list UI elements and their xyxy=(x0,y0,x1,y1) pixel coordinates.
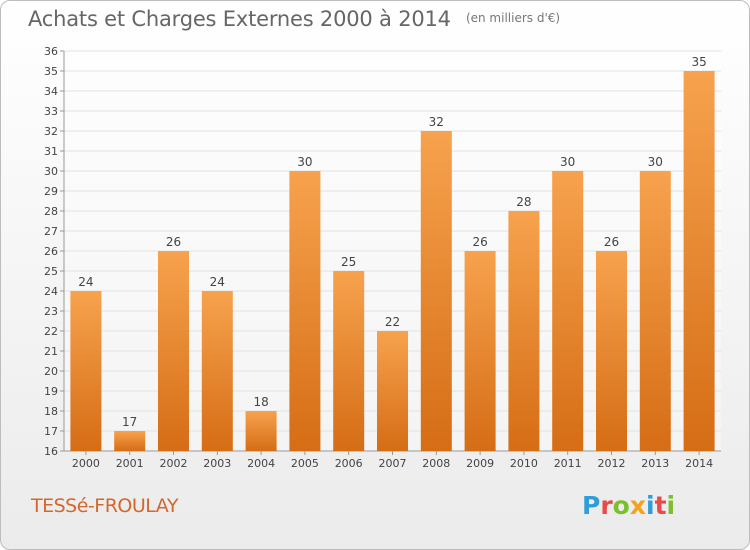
y-tick-label: 28 xyxy=(44,205,58,218)
bar xyxy=(552,171,584,451)
y-tick-label: 36 xyxy=(44,45,58,58)
bar-value-label: 26 xyxy=(604,235,619,249)
bar xyxy=(420,131,452,451)
x-tick-label: 2007 xyxy=(379,457,407,470)
bar xyxy=(70,291,102,451)
x-tick-label: 2014 xyxy=(685,457,713,470)
y-tick-label: 33 xyxy=(44,105,58,118)
x-tick-label: 2013 xyxy=(641,457,669,470)
x-tick-label: 2008 xyxy=(422,457,450,470)
x-tick-label: 2004 xyxy=(247,457,275,470)
y-tick-label: 35 xyxy=(44,65,58,78)
logo-letter: i xyxy=(666,491,676,520)
y-tick-label: 18 xyxy=(44,405,58,418)
y-tick-label: 17 xyxy=(44,425,58,438)
y-tick-label: 27 xyxy=(44,225,58,238)
y-tick-label: 34 xyxy=(44,85,58,98)
x-tick-label: 2011 xyxy=(554,457,582,470)
logo-letter: x xyxy=(629,491,646,520)
bar xyxy=(201,291,233,451)
bar xyxy=(333,271,365,451)
x-tick-label: 2005 xyxy=(291,457,319,470)
bar-value-label: 18 xyxy=(253,395,268,409)
chart-title: Achats et Charges Externes 2000 à 2014 xyxy=(28,7,451,31)
commune-name: TESSé-FROULAY xyxy=(31,495,178,517)
x-tick-label: 2002 xyxy=(160,457,188,470)
y-tick-label: 16 xyxy=(44,445,58,458)
bar-value-label: 30 xyxy=(648,155,663,169)
bar xyxy=(639,171,671,451)
bar-value-label: 30 xyxy=(560,155,575,169)
x-tick-label: 2003 xyxy=(203,457,231,470)
y-tick-label: 23 xyxy=(44,305,58,318)
bar-value-label: 24 xyxy=(210,275,225,289)
logo-letter: r xyxy=(600,491,613,520)
logo-letter: o xyxy=(612,491,630,520)
bar-value-label: 28 xyxy=(516,195,531,209)
bar-value-label: 30 xyxy=(297,155,312,169)
y-tick-label: 24 xyxy=(44,285,58,298)
x-tick-label: 2010 xyxy=(510,457,538,470)
y-tick-label: 30 xyxy=(44,165,58,178)
bar-value-label: 32 xyxy=(429,115,444,129)
bar xyxy=(114,431,146,451)
bar xyxy=(596,251,627,451)
bar-value-label: 25 xyxy=(341,255,356,269)
bar xyxy=(377,331,408,451)
x-tick-label: 2001 xyxy=(116,457,144,470)
y-tick-label: 26 xyxy=(44,245,58,258)
bar xyxy=(683,71,715,451)
y-tick-label: 19 xyxy=(44,385,58,398)
y-tick-label: 22 xyxy=(44,325,58,338)
logo-letter: t xyxy=(654,491,667,520)
y-tick-label: 32 xyxy=(44,125,58,138)
bar-value-label: 26 xyxy=(472,235,487,249)
bar-value-label: 17 xyxy=(122,415,137,429)
bar-value-label: 26 xyxy=(166,235,181,249)
y-tick-label: 21 xyxy=(44,345,58,358)
y-tick-label: 29 xyxy=(44,185,58,198)
bar xyxy=(508,211,540,451)
chart-header: Achats et Charges Externes 2000 à 2014 (… xyxy=(28,7,560,31)
bar-value-label: 24 xyxy=(78,275,93,289)
bar-value-label: 35 xyxy=(691,55,706,69)
bar xyxy=(289,171,321,451)
proxiti-logo: Proxiti xyxy=(582,491,675,520)
x-tick-label: 2000 xyxy=(72,457,100,470)
bar xyxy=(158,251,189,451)
bar xyxy=(245,411,277,451)
logo-letter: i xyxy=(646,491,655,520)
x-tick-label: 2009 xyxy=(466,457,494,470)
bar xyxy=(464,251,496,451)
x-tick-label: 2006 xyxy=(335,457,363,470)
x-tick-label: 2012 xyxy=(598,457,626,470)
bar-value-label: 22 xyxy=(385,315,400,329)
logo-letter: P xyxy=(582,491,601,520)
y-tick-label: 25 xyxy=(44,265,58,278)
y-tick-label: 31 xyxy=(44,145,58,158)
chart-subtitle: (en milliers d'€) xyxy=(465,11,561,25)
y-tick-label: 20 xyxy=(44,365,58,378)
